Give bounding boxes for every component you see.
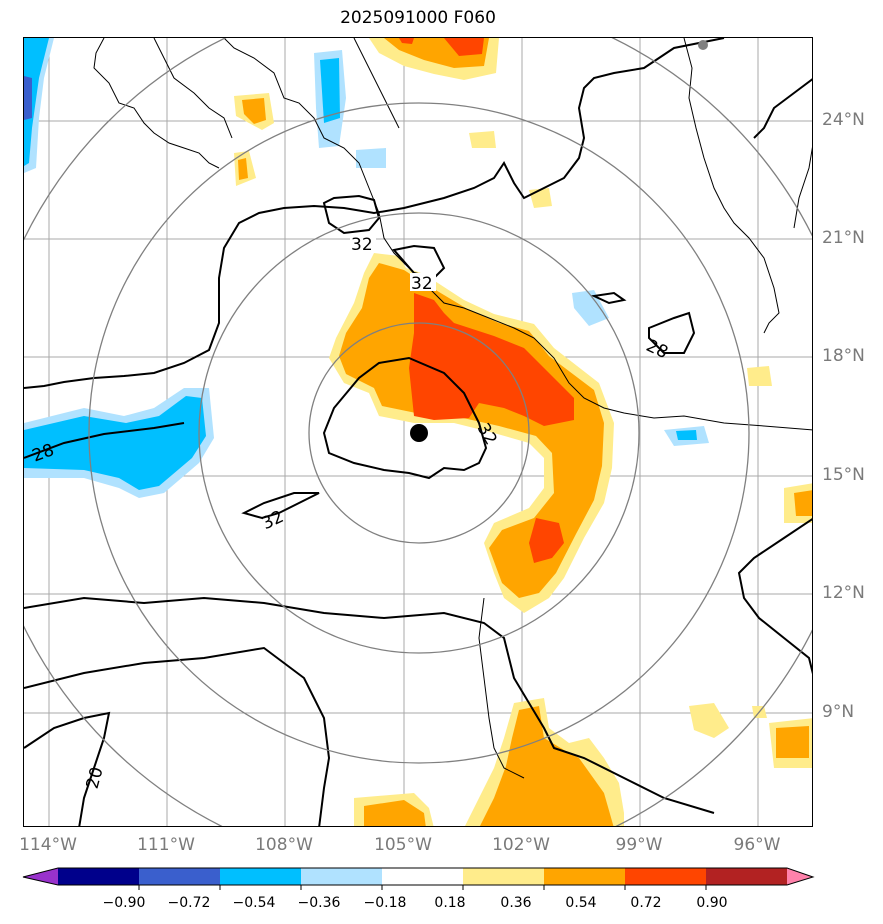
colorbar-segments (23, 868, 813, 890)
lon-label-108w: 108°W (255, 835, 313, 855)
colorbar-outline (22, 867, 815, 886)
lon-label-102w: 102°W (492, 835, 550, 855)
colorbar-segment (58, 868, 140, 885)
contour-32-small (322, 194, 381, 235)
contour-label: 32 (351, 235, 373, 255)
contour-label: 20 (83, 765, 108, 791)
thick-contours (24, 38, 812, 826)
fill-red-south-arm (529, 518, 564, 563)
colorbar-segment (625, 868, 707, 885)
colorbar-tick-label: 0.36 (500, 895, 532, 911)
colorbar (22, 867, 815, 890)
contour-32-center (322, 356, 488, 480)
contour-label: 32 (411, 274, 433, 294)
lat-label-15n: 15°N (822, 465, 865, 485)
lon-label-111w: 111°W (137, 835, 195, 855)
lat-label-24n: 24°N (822, 110, 865, 130)
fill-orange-southwest (364, 800, 426, 826)
station-dot (698, 40, 708, 50)
range-ring-2 (198, 212, 640, 654)
colorbar-tick-label: −0.18 (363, 895, 407, 911)
contour-southern (24, 596, 715, 814)
range-ring-3 (88, 102, 750, 764)
colorbar-segment (220, 868, 302, 885)
colorbar-segment (706, 868, 788, 885)
range-ring-1 (308, 322, 530, 544)
fill-cell-e2-core (794, 490, 812, 516)
contour-se (737, 518, 812, 675)
lon-label-114w: 114°W (19, 835, 77, 855)
figure-title: 2025091000 F060 (340, 8, 496, 28)
colorbar-segment (544, 868, 626, 885)
fill-blue-e2 (676, 430, 697, 440)
fill-orange-main (339, 263, 604, 598)
colorbar-segment (139, 868, 221, 885)
colorbar-segment (301, 868, 383, 885)
fill-light-blue-n2 (356, 148, 386, 168)
contour-label: 28 (643, 336, 671, 363)
fill-cell-nw2-core (238, 158, 248, 180)
coast-gulf-east (793, 146, 812, 229)
colorbar-border (22, 867, 815, 886)
fill-red-north-small (399, 38, 414, 44)
lat-label-21n: 21°N (822, 228, 865, 248)
colorbar-tick-label: 0.72 (630, 895, 662, 911)
colorbar-tick-label: 0.18 (434, 895, 466, 911)
coast-baja (93, 38, 220, 169)
colorbar-tick-label: −0.90 (102, 895, 146, 911)
lat-label-18n: 18°N (822, 346, 865, 366)
contour-small-e (590, 291, 627, 305)
lon-label-105w: 105°W (374, 835, 432, 855)
coast-guatemala (478, 597, 525, 779)
fill-blue-n (320, 58, 340, 123)
colorbar-extend-min (23, 868, 58, 885)
fill-cell-se2-core (776, 726, 809, 758)
colorbar-extend-max (787, 868, 813, 885)
contour-ne (753, 78, 812, 139)
colorbar-segment (463, 868, 545, 885)
contour-28-east (648, 311, 696, 354)
fill-blue-nw (24, 38, 49, 166)
colorbar-tick-label: −0.72 (167, 895, 211, 911)
lat-label-9n: 9°N (822, 702, 855, 722)
lon-label-96w: 96°W (733, 835, 781, 855)
colorbar-tick-label: 0.54 (565, 895, 597, 911)
fill-blue-w (24, 396, 206, 490)
colorbar-tick-label: −0.36 (297, 895, 341, 911)
range-rings (24, 38, 812, 826)
contour-32-north (24, 38, 725, 389)
coast-inner (353, 38, 400, 129)
fill-red-main (409, 293, 574, 426)
fill-orange-south (480, 706, 614, 826)
storm-center-dot (410, 424, 428, 442)
contour-32-sw (241, 492, 320, 520)
contour-28-west (24, 422, 185, 459)
lat-label-12n: 12°N (822, 583, 865, 603)
fill-cell-se1 (689, 703, 729, 738)
contour-20 (24, 646, 331, 826)
shaded-field (24, 38, 812, 826)
contour-20-sw (24, 711, 111, 826)
fill-red-north (444, 38, 484, 56)
coast-gulf (683, 38, 780, 334)
fill-medium-blue-nw (24, 76, 32, 120)
fill-cell-e1 (747, 366, 772, 386)
fill-cell-n4 (529, 188, 552, 208)
fill-cell-nw1-core (242, 98, 266, 124)
contour-label-bg (350, 234, 376, 252)
coast-baja-east (153, 38, 233, 139)
colorbar-tick-label: −0.54 (232, 895, 276, 911)
map-panel: 32 32 28 32 32 28 20 (23, 37, 813, 827)
fill-light-blue-e1 (572, 290, 609, 326)
fill-cell-n3 (469, 131, 496, 148)
map-svg: 32 32 28 32 32 28 20 (24, 38, 812, 826)
contour-label-bg (410, 273, 436, 291)
colorbar-segment (382, 868, 464, 885)
colorbar-tick-label: 0.90 (696, 895, 728, 911)
lon-label-99w: 99°W (615, 835, 663, 855)
